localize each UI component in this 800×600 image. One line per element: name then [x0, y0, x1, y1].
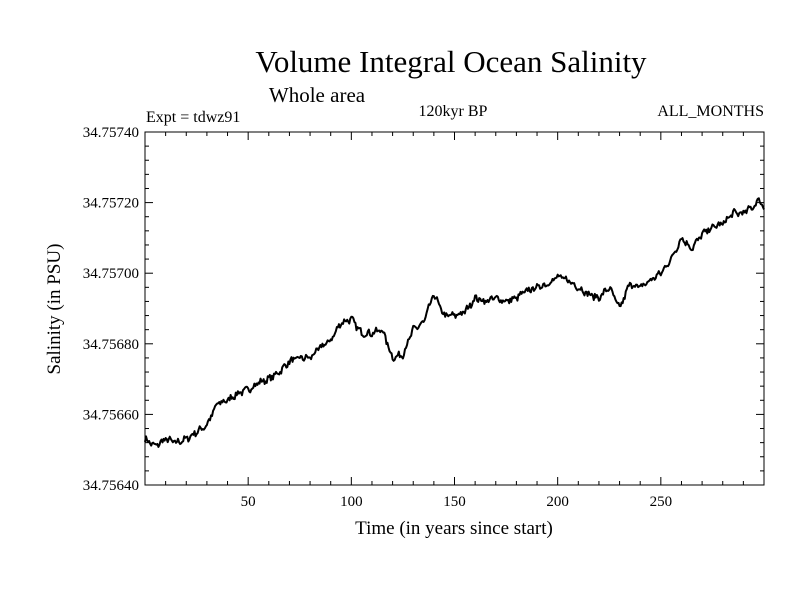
y-tick-label: 34.75700 — [83, 266, 139, 282]
y-tick-label: 34.75720 — [83, 196, 139, 212]
y-tick-label: 34.75740 — [83, 125, 139, 141]
y-tick-label: 34.75680 — [83, 337, 139, 353]
plot-frame — [144, 131, 765, 486]
axis-ticks — [145, 132, 764, 485]
x-tick-label: 100 — [340, 494, 363, 510]
x-axis-label: Time (in years since start) — [355, 518, 553, 539]
salinity-series-line — [144, 197, 765, 448]
x-tick-label: 250 — [650, 494, 673, 510]
y-tick-label: 34.75660 — [83, 407, 139, 423]
y-tick-label: 34.75640 — [83, 478, 139, 494]
x-tick-label: 200 — [546, 494, 569, 510]
y-axis-label: Salinity (in PSU) — [44, 244, 65, 375]
x-tick-label: 150 — [443, 494, 466, 510]
axis-tick-labels: 50 100 150 200 250 34.75640 34.75660 34.75680 34… — [83, 125, 672, 510]
experiment-label: Expt = tdwz91 — [146, 109, 240, 126]
period-label: 120kyr BP — [419, 103, 488, 120]
chart-title: Volume Integral Ocean Salinity — [255, 44, 647, 79]
chart-subtitle: Whole area — [269, 83, 366, 107]
months-label: ALL_MONTHS — [657, 103, 764, 120]
x-tick-label: 50 — [241, 494, 256, 510]
